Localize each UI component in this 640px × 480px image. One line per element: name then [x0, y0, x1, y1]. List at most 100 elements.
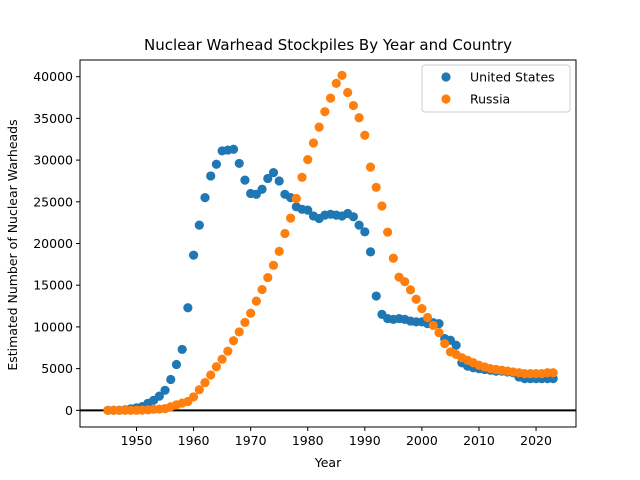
data-point [188, 250, 199, 260]
data-point [194, 385, 204, 395]
data-point [411, 294, 421, 304]
data-point [251, 296, 261, 306]
data-point [240, 175, 250, 185]
data-point [354, 113, 364, 123]
data-point [428, 320, 438, 330]
data-point [200, 378, 210, 388]
legend-marker [441, 72, 451, 82]
data-point [548, 368, 558, 378]
data-point [206, 370, 216, 380]
x-tick-label: 2010 [463, 433, 495, 448]
data-point [388, 253, 398, 263]
x-axis-label: Year [314, 455, 342, 470]
data-point [263, 272, 273, 283]
data-point [371, 291, 381, 301]
data-point [228, 144, 239, 154]
data-point [206, 171, 216, 181]
data-point [348, 100, 358, 111]
data-point [451, 340, 461, 350]
data-point [234, 158, 244, 169]
data-point [434, 327, 444, 338]
y-axis-ticks: 0 5000 10000 15000 20000 25000 30000 35000 40000 [33, 69, 80, 418]
data-point [268, 168, 279, 178]
y-tick-label: 35000 [33, 111, 73, 126]
data-point [377, 201, 387, 211]
data-point [211, 362, 222, 372]
data-point [383, 227, 393, 237]
data-point [325, 93, 336, 103]
data-point [417, 304, 427, 314]
data-point [365, 162, 376, 172]
data-point [405, 285, 416, 295]
data-point [160, 385, 170, 395]
data-point [337, 70, 347, 80]
series-russia [103, 70, 558, 415]
data-point [177, 344, 187, 355]
data-point [228, 336, 239, 346]
data-points [103, 70, 558, 415]
data-point [280, 228, 290, 239]
data-point [234, 327, 244, 337]
data-point [343, 87, 353, 98]
data-point [308, 138, 319, 148]
data-point [331, 78, 341, 88]
y-axis-label: Estimated Number of Nuclear Warheads [5, 119, 20, 370]
data-point [320, 107, 330, 117]
data-point [268, 260, 279, 270]
y-tick-label: 5000 [41, 361, 73, 376]
data-point [422, 312, 433, 323]
x-tick-label: 1980 [292, 433, 324, 448]
data-point [257, 284, 267, 295]
data-point [365, 247, 376, 257]
data-point [440, 338, 450, 349]
x-axis-ticks: 1950 1960 1970 1980 1990 2000 2010 2020 [121, 427, 552, 448]
y-tick-label: 30000 [33, 153, 73, 168]
data-point [371, 182, 381, 192]
x-tick-label: 1960 [178, 433, 210, 448]
data-point [348, 212, 358, 222]
legend-label: Russia [470, 92, 510, 107]
x-tick-label: 1970 [235, 433, 267, 448]
legend-marker [441, 94, 451, 104]
y-tick-label: 20000 [33, 236, 73, 251]
data-point [217, 354, 227, 364]
data-point [211, 159, 222, 169]
data-point [297, 172, 307, 182]
chart-title: Nuclear Warhead Stockpiles By Year and C… [144, 36, 512, 54]
data-point [154, 391, 164, 401]
y-tick-label: 40000 [33, 69, 73, 84]
legend-frame [421, 64, 571, 113]
data-point [223, 346, 233, 356]
x-tick-label: 2000 [406, 433, 438, 448]
data-point [400, 277, 410, 287]
y-tick-label: 15000 [33, 278, 73, 293]
data-point [274, 176, 284, 186]
data-point [303, 154, 313, 165]
data-point [183, 303, 193, 313]
x-tick-label: 1990 [349, 433, 381, 448]
data-point [291, 193, 301, 204]
data-point [194, 220, 204, 230]
data-point [354, 220, 364, 230]
data-point [188, 392, 199, 402]
data-point [274, 246, 284, 256]
data-point [303, 205, 313, 215]
data-point [246, 308, 256, 318]
y-tick-label: 0 [65, 403, 73, 418]
data-point [360, 130, 370, 140]
x-tick-label: 2020 [520, 433, 552, 448]
x-tick-label: 1950 [121, 433, 153, 448]
plot-area [79, 59, 577, 428]
data-point [257, 184, 267, 194]
legend-label: United States [470, 70, 555, 85]
data-point [314, 122, 324, 132]
data-point [263, 173, 273, 184]
data-point [166, 374, 176, 385]
y-tick-label: 25000 [33, 194, 73, 209]
data-point [200, 193, 210, 203]
data-point [240, 317, 250, 328]
data-point [171, 359, 182, 370]
data-point [360, 227, 370, 237]
legend: United States Russia [421, 64, 571, 113]
